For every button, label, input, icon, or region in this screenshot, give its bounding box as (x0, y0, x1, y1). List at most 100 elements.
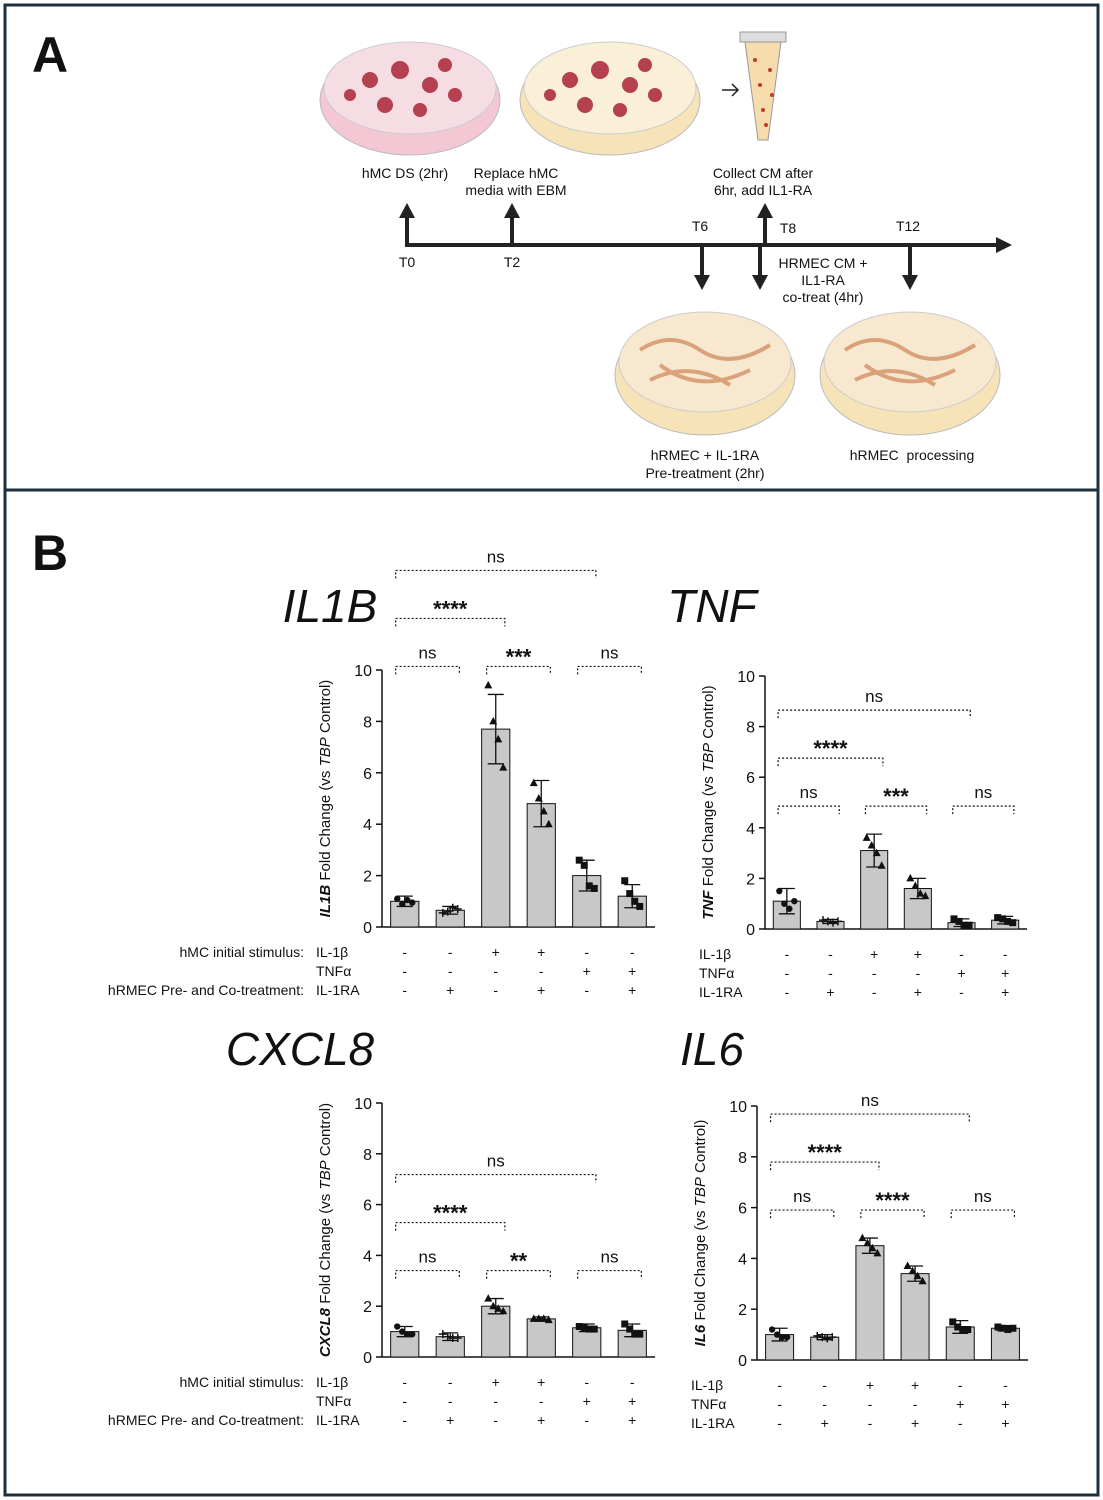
y-tick-label: 4 (363, 1248, 372, 1265)
bar (900, 1273, 930, 1361)
y-axis-label-part: Control) (692, 1120, 709, 1178)
data-point (443, 907, 452, 916)
significance-label: **** (433, 1201, 468, 1226)
time-label: T12 (896, 218, 920, 234)
condition-sign: - (868, 1415, 873, 1431)
condition-sign: - (493, 1393, 498, 1409)
y-tick-label: 8 (746, 720, 755, 737)
condition-label: IL-1RA (316, 982, 360, 998)
data-point (443, 1332, 452, 1341)
condition-sign: + (628, 1393, 636, 1409)
y-tick-label: 2 (363, 869, 372, 886)
condition-sign: - (784, 946, 789, 962)
condition-sign: - (958, 1415, 963, 1431)
data-point (950, 915, 958, 923)
chart-title: TNF (667, 580, 759, 632)
panel-label: B (32, 525, 68, 581)
bar (481, 1305, 511, 1358)
condition-sign: + (1001, 965, 1009, 981)
condition-sign: + (914, 984, 922, 1000)
data-point (489, 1301, 498, 1310)
significance-label: ns (487, 547, 505, 566)
step-label: hRMEC + IL-1RA Pre-treatment (2hr) (645, 447, 764, 481)
condition-label: IL-1RA (691, 1415, 735, 1431)
time-label: T2 (504, 254, 521, 270)
significance-bracket (769, 1209, 835, 1219)
bar (526, 1318, 556, 1358)
y-tick-label: 8 (738, 1150, 747, 1167)
condition-sign: - (448, 1393, 453, 1409)
data-point (872, 848, 881, 857)
significance-bracket (395, 665, 460, 675)
y-tick-label: 2 (746, 871, 755, 888)
data-point (906, 873, 915, 882)
condition-sign: - (913, 1396, 918, 1412)
data-point (585, 882, 593, 890)
step-label: HRMEC CM + IL1-RA co-treat (4hr) (778, 255, 867, 305)
condition-sign: - (493, 963, 498, 979)
condition-sign: - (448, 963, 453, 979)
condition-sign: - (872, 984, 877, 1000)
data-point (916, 889, 925, 897)
condition-sign: + (537, 1374, 545, 1390)
condition-sign: - (584, 944, 589, 960)
y-tick-label: 6 (363, 1198, 372, 1215)
bar (855, 1245, 885, 1361)
data-point (590, 1325, 598, 1333)
data-point (783, 1333, 791, 1341)
condition-sign: + (492, 1374, 500, 1390)
y-axis-label: TNF Fold Change (vs TBP Control) (700, 685, 717, 919)
condition-sign: - (777, 1377, 782, 1393)
time-label: T8 (780, 220, 797, 236)
data-point (626, 1325, 634, 1333)
data-point (636, 1330, 644, 1338)
y-tick-label: 6 (738, 1201, 747, 1218)
y-axis-label-part: Control) (700, 685, 717, 743)
data-point (781, 900, 788, 907)
significance-bracket (395, 1269, 460, 1279)
condition-sign: - (539, 963, 544, 979)
data-point (438, 1330, 447, 1339)
condition-sign: + (911, 1415, 919, 1431)
condition-sign: + (821, 1415, 829, 1431)
data-point (499, 1306, 508, 1315)
condition-label: TNFα (316, 1393, 351, 1409)
significance-label: ns (487, 1152, 505, 1171)
condition-sign: - (630, 1374, 635, 1390)
condition-sign: + (1001, 1396, 1009, 1412)
significance-bracket (952, 805, 1015, 815)
data-point (404, 896, 411, 904)
condition-sign: - (777, 1415, 782, 1431)
y-axis-label-part: Fold Change (vs (317, 766, 334, 884)
data-point (877, 861, 886, 869)
border (3, 3, 1100, 1497)
significance-bracket (950, 1209, 1016, 1219)
data-point (949, 1318, 957, 1326)
data-point (908, 1266, 917, 1275)
condition-sign: - (402, 944, 407, 960)
panel-label: A (32, 27, 68, 83)
data-point (585, 1325, 593, 1333)
data-point (580, 861, 588, 869)
data-point (823, 1334, 832, 1343)
condition-header: hMC initial stimulus: (180, 944, 304, 960)
data-point (489, 716, 498, 725)
step-label: Replace hMC media with EBM (465, 165, 566, 198)
condition-sign: + (911, 1377, 919, 1393)
y-tick-label: 2 (738, 1302, 747, 1319)
condition-sign: - (958, 1377, 963, 1393)
data-point (903, 1261, 912, 1270)
data-point (631, 1330, 639, 1338)
y-axis-label-part: Fold Change (vs (317, 1190, 334, 1308)
chart-title: IL6 (680, 1023, 744, 1075)
y-tick-label: 0 (738, 1353, 747, 1370)
data-point (964, 1326, 972, 1334)
data-point (404, 1330, 411, 1338)
tube (739, 31, 787, 141)
condition-sign: + (957, 965, 965, 981)
condition-sign: - (868, 1396, 873, 1412)
y-tick-label: 6 (746, 770, 755, 787)
bar (572, 1327, 602, 1358)
condition-sign: + (870, 946, 878, 962)
condition-label: IL-1β (316, 944, 348, 960)
